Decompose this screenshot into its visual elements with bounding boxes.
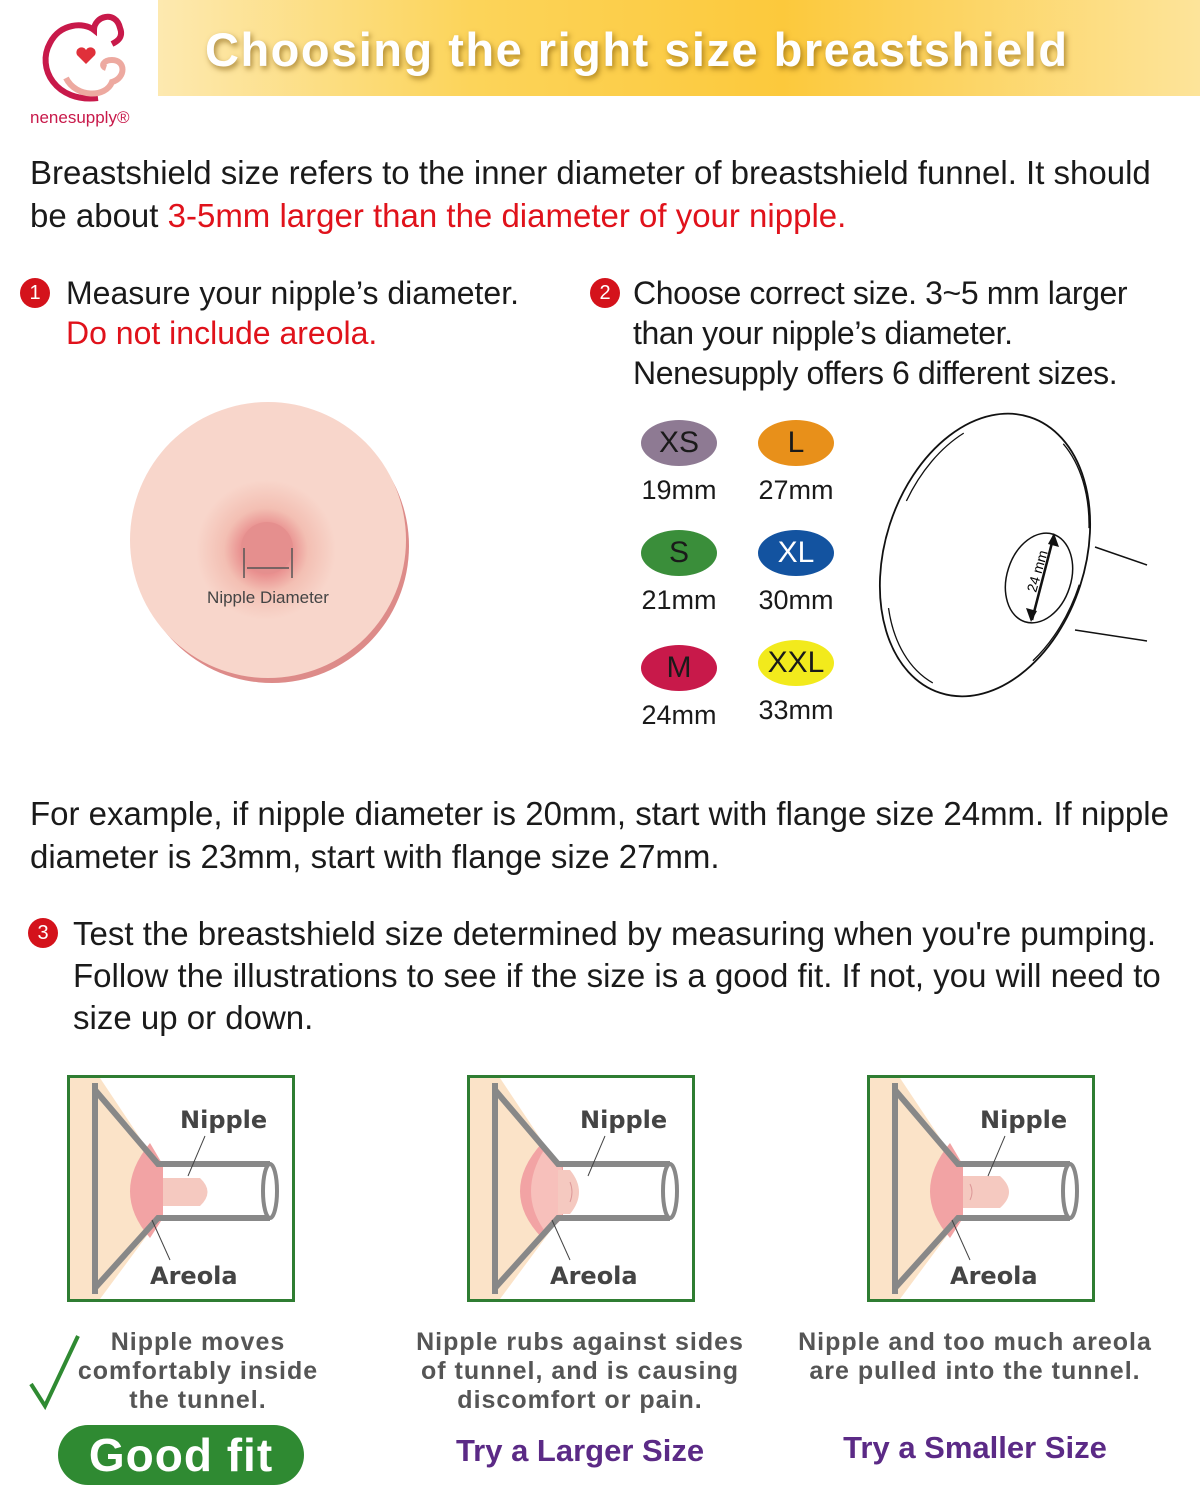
good-fit-badge: Good fit — [58, 1425, 304, 1485]
breastshield-diagram: 24 mm — [878, 412, 1148, 698]
step1-warning: Do not include areola. — [66, 315, 378, 351]
size-badge-l: L — [758, 420, 834, 466]
step-number-3: 3 — [28, 918, 58, 948]
fit-illustration: Nipple Areola — [467, 1075, 695, 1302]
areola-label: Areola — [950, 1262, 1038, 1290]
fit-caption: Nipple moves comfortably inside the tunn… — [77, 1328, 319, 1414]
size-mm-xl: 30mm — [758, 585, 834, 615]
intro-plain: Breastshield size refers to the inner di… — [30, 154, 1151, 234]
size-badge-xl: XL — [758, 530, 834, 576]
page-title: Choosing the right size breastshield — [205, 23, 1069, 76]
fit-illustration: Nipple Areola — [867, 1075, 1095, 1302]
size-mm-s: 21mm — [641, 585, 717, 615]
step3-text: Test the breastshield size determined by… — [73, 915, 1161, 1036]
nipple-diameter-label: Nipple Diameter — [207, 588, 329, 607]
nipple-label: Nipple — [580, 1106, 667, 1134]
size-mm-xxl: 33mm — [758, 695, 834, 725]
fit-caption: Nipple and too much areola are pulled in… — [798, 1328, 1152, 1385]
size-badge-m: M — [641, 645, 717, 691]
size-mm-m: 24mm — [641, 700, 717, 730]
example-text: For example, if nipple diameter is 20mm,… — [30, 795, 1169, 875]
step-number-1: 1 — [20, 278, 50, 308]
step-number-2: 2 — [590, 278, 620, 308]
checkmark-icon — [29, 1335, 80, 1411]
nipple-label: Nipple — [980, 1106, 1067, 1134]
intro-text: Breastshield size refers to the inner di… — [30, 151, 1180, 237]
size-mm-xs: 19mm — [641, 475, 717, 505]
areola-label: Areola — [150, 1262, 238, 1290]
fit-illustration: Nipple Areola — [67, 1075, 295, 1302]
nipple-label: Nipple — [180, 1106, 267, 1134]
intro-highlight: 3-5mm larger than the diameter of your n… — [167, 197, 847, 234]
size-badge-xs: XS — [641, 420, 717, 466]
title-banner — [158, 0, 1200, 96]
nipple-diameter-diagram: Nipple Diameter — [130, 402, 409, 683]
size-badge-xxl: XXL — [758, 640, 834, 686]
areola-label: Areola — [550, 1262, 638, 1290]
size-badge-s: S — [641, 530, 717, 576]
brand-logo — [36, 8, 136, 113]
step2-text: Choose correct size. 3~5 mm larger than … — [633, 275, 1128, 391]
fit-caption: Nipple rubs against sides of tunnel, and… — [416, 1328, 744, 1414]
try-larger-size: Try a Larger Size — [455, 1433, 705, 1468]
try-smaller-size: Try a Smaller Size — [843, 1430, 1107, 1465]
step1-text: Measure your nipple’s diameter. Do not in… — [66, 273, 566, 353]
step1-instruction: Measure your nipple’s diameter. — [66, 275, 519, 311]
brand-name: nenesupply® — [30, 108, 130, 127]
size-mm-l: 27mm — [758, 475, 834, 505]
